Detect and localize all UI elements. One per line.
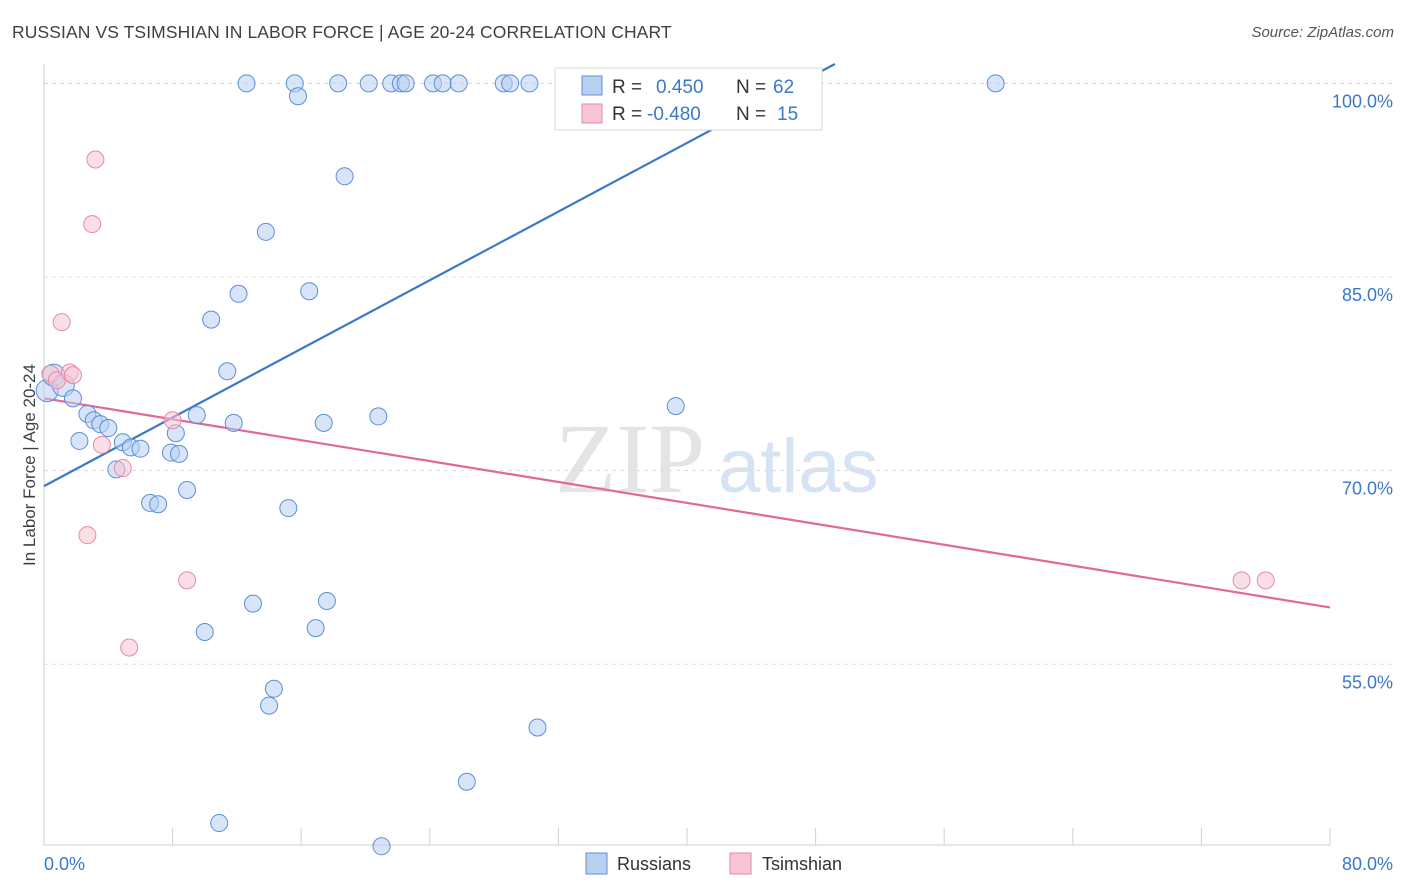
y-axis-label: In Labor Force | Age 20-24: [20, 364, 39, 566]
russians-stat-swatch: [581, 75, 603, 96]
legend-swatch-tsimshian: [729, 852, 752, 875]
tsimshian-n-label: N =: [736, 104, 766, 125]
russians-point: [70, 431, 89, 450]
tsimshian-point: [83, 215, 102, 234]
russians-point: [329, 74, 348, 93]
russians-point: [501, 74, 520, 93]
tsimshian-point: [63, 366, 82, 385]
tsimshian-stat-swatch: [581, 103, 603, 124]
axes: [43, 64, 1331, 846]
russians-point: [335, 167, 354, 186]
x-tick-labels: 0.0% 80.0%: [44, 854, 1393, 874]
watermark-zip: ZIP: [555, 403, 705, 514]
russians-r-value: 0.450: [656, 77, 704, 98]
russians-point: [433, 74, 452, 93]
y-tick-label: 55.0%: [1342, 672, 1393, 692]
russians-point: [260, 696, 279, 715]
y-tick-label: 85.0%: [1342, 285, 1393, 305]
tsimshian-point: [86, 150, 105, 169]
russians-point: [288, 87, 307, 106]
russians-point: [449, 74, 468, 93]
tsimshian-point: [113, 459, 132, 478]
russians-point: [457, 772, 476, 791]
russians-n-label: N =: [736, 77, 766, 98]
russians-point: [187, 406, 206, 425]
russians-point: [170, 444, 189, 463]
trendlines: [43, 63, 1331, 609]
stats-box: R = 0.450 N = 62 R = -0.480 N = 15: [554, 67, 823, 131]
russians-point: [178, 481, 197, 499]
russians-point: [218, 362, 237, 381]
y-tick-label: 100.0%: [1332, 91, 1393, 111]
russians-point: [229, 284, 248, 303]
russians-point: [314, 413, 333, 432]
tsimshian-r-label: R =: [612, 104, 642, 125]
tsimshian-trendline: [43, 397, 1331, 609]
chart-title: RUSSIAN VS TSIMSHIAN IN LABOR FORCE | AG…: [12, 22, 672, 42]
russians-point: [195, 623, 214, 641]
legend-label-russians: Russians: [617, 854, 691, 874]
russians-point: [396, 74, 415, 93]
tsimshian-point: [1232, 571, 1251, 590]
zipatlas-watermark: ZIP atlas: [555, 403, 879, 514]
legend-label-tsimshian: Tsimshian: [762, 854, 842, 874]
russians-point: [986, 74, 1005, 93]
tsimshian-n-value: 15: [777, 104, 798, 125]
russians-point: [306, 619, 325, 638]
russians-point: [99, 419, 118, 438]
tsimshian-point: [92, 435, 111, 454]
legend: Russians Tsimshian: [585, 852, 842, 875]
russians-point: [666, 397, 685, 416]
x-tick-label-max: 80.0%: [1342, 854, 1393, 874]
russians-point: [237, 74, 256, 93]
russians-point: [149, 495, 168, 514]
russians-point: [372, 837, 391, 856]
y-tick-label: 70.0%: [1342, 479, 1393, 499]
watermark-atlas: atlas: [718, 424, 879, 509]
x-tick-label-min: 0.0%: [44, 854, 85, 874]
y-tick-labels: 100.0% 85.0% 70.0% 55.0%: [1332, 91, 1393, 692]
russians-point: [317, 592, 336, 611]
russians-point: [210, 814, 229, 833]
tsimshian-point: [163, 411, 182, 430]
russians-point: [520, 74, 539, 93]
russians-point: [359, 74, 378, 93]
source-label: Source: ZipAtlas.com: [1251, 24, 1394, 41]
russians-point: [63, 389, 82, 408]
russians-point: [256, 222, 275, 241]
russians-point: [224, 413, 243, 432]
russians-point: [202, 310, 221, 329]
tsimshian-point: [52, 313, 71, 332]
russians-point: [369, 407, 388, 426]
russians-point: [279, 499, 298, 518]
russians-n-value: 62: [773, 77, 794, 98]
tsimshian-point: [78, 526, 97, 545]
tsimshian-point: [120, 638, 139, 657]
russians-point: [131, 439, 150, 458]
russians-point: [528, 718, 547, 737]
gridlines: [44, 82, 1394, 665]
tsimshian-point: [178, 571, 197, 590]
tsimshian-point: [1256, 571, 1275, 590]
russians-point: [300, 282, 319, 301]
russians-point: [264, 679, 283, 698]
data-points: [35, 74, 1275, 856]
tsimshian-r-value: -0.480: [647, 104, 701, 125]
russians-point: [243, 594, 262, 613]
russians-r-label: R =: [612, 77, 642, 98]
legend-swatch-russians: [585, 852, 608, 875]
